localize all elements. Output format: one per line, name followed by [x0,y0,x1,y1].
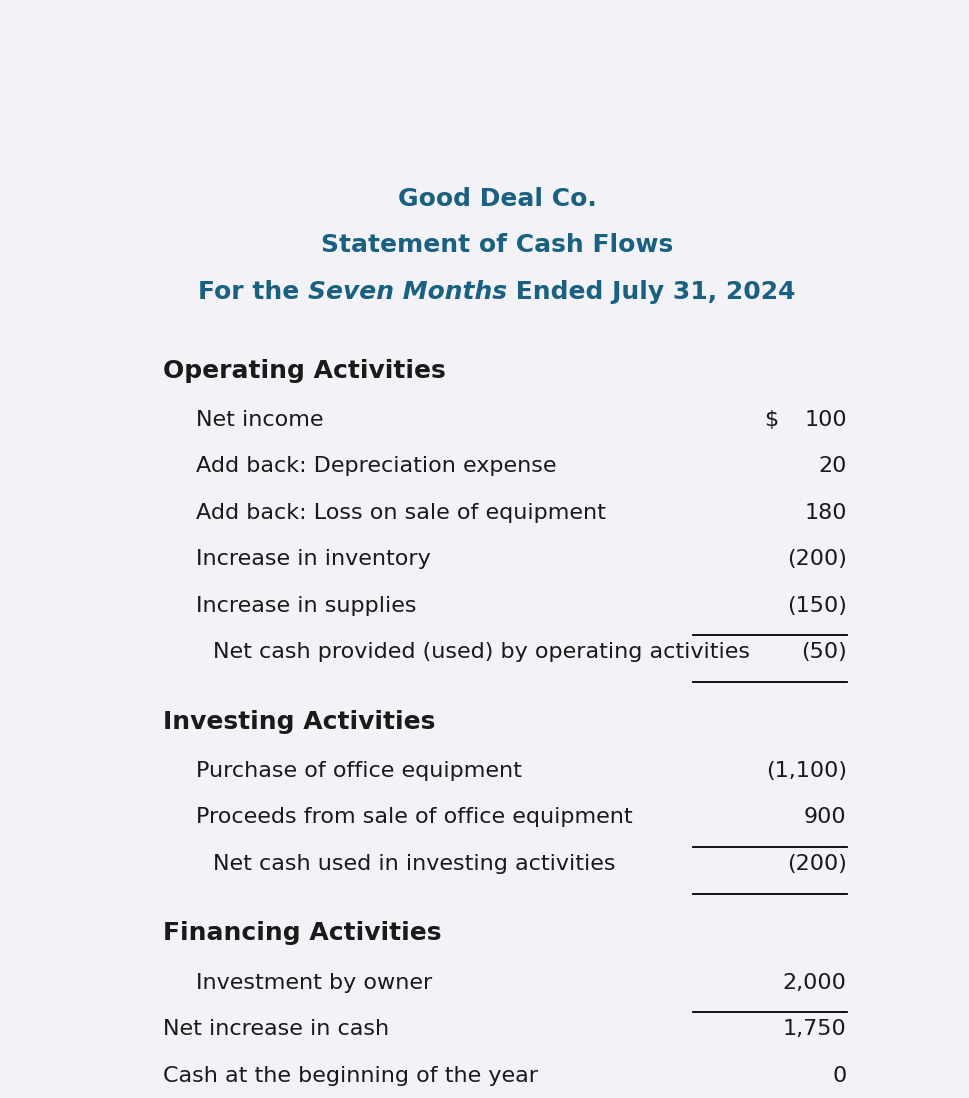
Text: For the: For the [198,280,308,304]
Text: Add back: Depreciation expense: Add back: Depreciation expense [196,457,556,477]
Text: Investment by owner: Investment by owner [196,973,432,993]
Text: 20: 20 [818,457,846,477]
Text: (200): (200) [786,854,846,874]
Text: Good Deal Co.: Good Deal Co. [397,187,596,211]
Text: (200): (200) [786,549,846,570]
Text: Purchase of office equipment: Purchase of office equipment [196,761,521,781]
Text: 1,750: 1,750 [782,1019,846,1039]
Text: 900: 900 [803,807,846,828]
Text: Ended July 31, 2024: Ended July 31, 2024 [507,280,796,304]
Text: Cash at the beginning of the year: Cash at the beginning of the year [163,1065,537,1086]
Text: Investing Activities: Investing Activities [163,709,434,733]
Text: Increase in inventory: Increase in inventory [196,549,431,570]
Text: 0: 0 [831,1065,846,1086]
Text: (50): (50) [800,642,846,662]
Text: Financing Activities: Financing Activities [163,921,441,945]
Text: (150): (150) [786,596,846,616]
Text: Net cash provided (used) by operating activities: Net cash provided (used) by operating ac… [213,642,750,662]
Text: Net income: Net income [196,410,324,430]
Text: 180: 180 [803,503,846,523]
Text: Statement of Cash Flows: Statement of Cash Flows [321,233,672,257]
Text: Operating Activities: Operating Activities [163,359,445,383]
Text: (1,100): (1,100) [765,761,846,781]
Text: 100: 100 [803,410,846,430]
Text: Net cash used in investing activities: Net cash used in investing activities [213,854,615,874]
Text: 2,000: 2,000 [782,973,846,993]
Text: Proceeds from sale of office equipment: Proceeds from sale of office equipment [196,807,633,828]
Text: Increase in supplies: Increase in supplies [196,596,417,616]
Text: Add back: Loss on sale of equipment: Add back: Loss on sale of equipment [196,503,606,523]
Text: Seven Months: Seven Months [308,280,507,304]
Text: $: $ [764,410,777,430]
Text: Net increase in cash: Net increase in cash [163,1019,389,1039]
